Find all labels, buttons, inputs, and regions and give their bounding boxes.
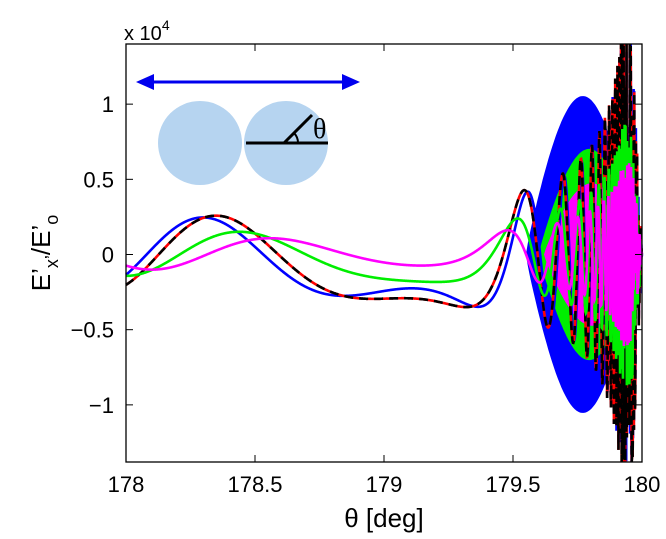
- y-tick-label: 1: [102, 92, 114, 117]
- series-line: [126, 124, 644, 386]
- arrow-head-left: [136, 74, 154, 90]
- x-tick-label: 178.5: [227, 472, 282, 497]
- inset-illustration: θ: [136, 74, 360, 185]
- y-multiplier: x 104: [124, 17, 170, 45]
- series-line: [125, 43, 643, 463]
- y-tick-label: −0.5: [71, 318, 114, 343]
- y-tick-label: 0.5: [83, 167, 114, 192]
- ticks-layer: 178 178.5 179 179.5 180 −1 −0.5 0 0.5 1: [71, 44, 661, 497]
- y-axis-label: E’x’/E’o: [26, 215, 62, 291]
- series-line: [125, 43, 644, 463]
- arrow-head-right: [342, 74, 360, 90]
- x-axis-label: θ [deg]: [344, 503, 424, 533]
- angle-arc: [293, 132, 300, 144]
- x-tick-label: 179: [366, 472, 403, 497]
- x-tick-label: 180: [624, 472, 661, 497]
- y-tick-label: −1: [89, 393, 114, 418]
- y-tick-label: 0: [102, 243, 114, 268]
- sphere-left: [158, 101, 242, 185]
- series-layer: [125, 43, 644, 463]
- x-tick-label: 179.5: [485, 472, 540, 497]
- series-line: [125, 163, 644, 347]
- angle-ray: [282, 113, 314, 145]
- angle-symbol: θ: [313, 114, 326, 145]
- svg-text:E’x’/E’o: E’x’/E’o: [26, 215, 62, 291]
- x-tick-label: 178: [108, 472, 145, 497]
